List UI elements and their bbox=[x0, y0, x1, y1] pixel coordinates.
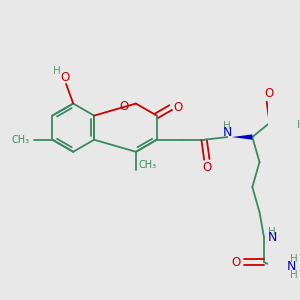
Text: N: N bbox=[286, 260, 296, 273]
Text: O: O bbox=[119, 100, 129, 113]
Text: H: H bbox=[290, 254, 297, 264]
Text: O: O bbox=[173, 101, 182, 114]
Text: H: H bbox=[53, 65, 61, 76]
Text: H: H bbox=[224, 121, 231, 131]
Text: O: O bbox=[232, 256, 241, 268]
Text: N: N bbox=[223, 126, 232, 139]
Text: O: O bbox=[265, 87, 274, 100]
Text: H: H bbox=[297, 120, 300, 130]
Text: N: N bbox=[268, 231, 277, 244]
Text: CH₃: CH₃ bbox=[11, 135, 29, 145]
Polygon shape bbox=[232, 134, 252, 140]
Text: H: H bbox=[290, 271, 297, 281]
Text: CH₃: CH₃ bbox=[139, 160, 157, 170]
Text: H: H bbox=[268, 227, 276, 237]
Text: O: O bbox=[202, 161, 212, 174]
Text: O: O bbox=[61, 71, 70, 84]
